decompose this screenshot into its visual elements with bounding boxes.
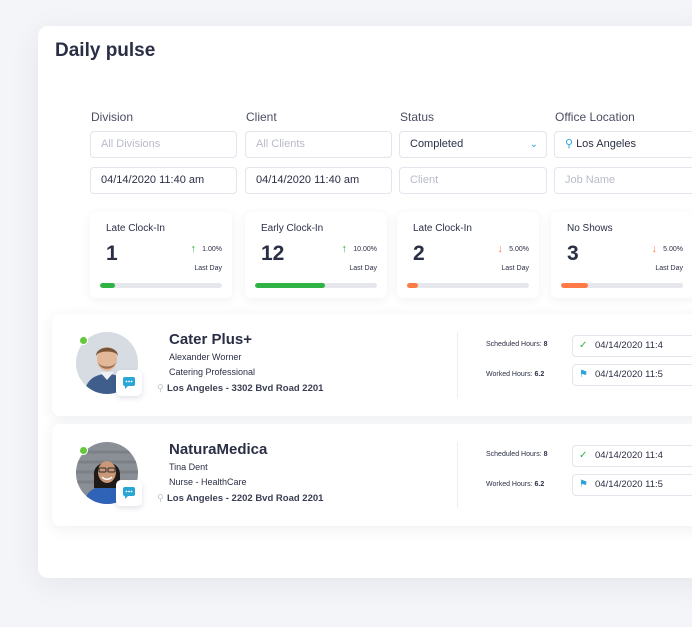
stat-percent: 10.00% <box>353 246 377 253</box>
company-name: Cater Plus+ <box>169 331 252 348</box>
stat-progress-bar <box>255 283 377 288</box>
scheduled-hours: Scheduled Hours: 8 <box>486 341 548 348</box>
chevron-down-icon: ⌄ <box>529 139 538 150</box>
arrow-down-icon: ↓ <box>651 243 658 255</box>
stat-progress-fill <box>407 283 418 288</box>
stat-card-late-clock-in-2: Late Clock-In 2 ↓ 5.00% Last Day <box>397 212 539 298</box>
location-pin-icon: ⚲ <box>157 383 164 394</box>
stat-label: Late Clock-In <box>413 223 472 234</box>
arrow-up-icon: ↑ <box>190 243 197 255</box>
stat-card-early-clock-in: Early Clock-In 12 ↑ 10.00% Last Day <box>245 212 387 298</box>
check-icon: ✓ <box>579 450 588 461</box>
stat-label: Late Clock-In <box>106 223 165 234</box>
chat-icon <box>123 487 135 499</box>
stat-progress-fill <box>255 283 325 288</box>
stat-value: 3 <box>567 242 579 265</box>
stat-label: Early Clock-In <box>261 223 324 234</box>
flag-icon: ⚑ <box>579 369 588 380</box>
scheduled-hours-label: Scheduled Hours: <box>486 451 542 458</box>
scheduled-hours: Scheduled Hours: 8 <box>486 451 548 458</box>
worked-hours-value: 6.2 <box>534 371 545 378</box>
clock-in-time[interactable]: ✓ 04/14/2020 11:4 <box>572 445 692 467</box>
worked-hours-label: Worked Hours: <box>486 371 533 378</box>
stat-card-no-shows: No Shows 3 ↓ 5.00% Last Day <box>551 212 692 298</box>
worked-hours-label: Worked Hours: <box>486 481 533 488</box>
job-name-input[interactable]: Job Name <box>554 167 692 194</box>
shift-card[interactable]: NaturaMedica Tina Dent Nurse - HealthCar… <box>52 424 692 526</box>
clock-in-time[interactable]: ✓ 04/14/2020 11:4 <box>572 335 692 357</box>
office-location-value: Los Angeles <box>576 138 636 150</box>
divider <box>457 332 458 398</box>
scheduled-hours-label: Scheduled Hours: <box>486 341 542 348</box>
client-select[interactable]: All Clients <box>245 131 392 158</box>
stat-progress-bar <box>561 283 683 288</box>
chat-button[interactable] <box>116 370 142 396</box>
worked-hours: Worked Hours: 6.2 <box>486 481 544 488</box>
worker-name: Tina Dent <box>169 462 208 472</box>
clock-out-time[interactable]: ⚑ 04/14/2020 11:5 <box>572 364 692 386</box>
stat-label: No Shows <box>567 223 613 234</box>
address: ⚲ Los Angeles - 3302 Bvd Road 2201 <box>157 383 323 394</box>
stat-value: 12 <box>261 242 285 265</box>
status-value: Completed <box>410 138 464 150</box>
clock-out-time[interactable]: ⚑ 04/14/2020 11:5 <box>572 474 692 496</box>
divider <box>457 442 458 508</box>
stat-progress-fill <box>561 283 588 288</box>
stat-value: 2 <box>413 242 425 265</box>
stat-percent: 1.00% <box>202 246 222 253</box>
office-location-select[interactable]: ⚲ Los Angeles <box>554 131 692 158</box>
worker-role: Nurse - HealthCare <box>169 477 247 487</box>
arrow-up-icon: ↑ <box>341 243 348 255</box>
worked-hours-value: 6.2 <box>534 481 545 488</box>
clock-in-time-text: 04/14/2020 11:4 <box>595 340 663 351</box>
division-select[interactable]: All Divisions <box>90 131 237 158</box>
company-name: NaturaMedica <box>169 441 268 458</box>
scheduled-hours-value: 8 <box>543 341 548 348</box>
online-status-dot <box>79 446 88 455</box>
scheduled-hours-value: 8 <box>543 451 548 458</box>
stat-progress-bar <box>100 283 222 288</box>
clock-out-time-text: 04/14/2020 11:5 <box>595 369 663 380</box>
stat-period: Last Day <box>501 265 529 272</box>
page-title: Daily pulse <box>55 40 156 61</box>
location-pin-icon: ⚲ <box>565 138 574 150</box>
worked-hours: Worked Hours: 6.2 <box>486 371 544 378</box>
online-status-dot <box>79 336 88 345</box>
clock-in-time-text: 04/14/2020 11:4 <box>595 450 663 461</box>
client-label: Client <box>246 110 277 124</box>
date-to-input[interactable]: 04/14/2020 11:40 am <box>245 167 392 194</box>
division-label: Division <box>91 110 134 124</box>
location-pin-icon: ⚲ <box>157 493 164 504</box>
status-label: Status <box>400 110 435 124</box>
flag-icon: ⚑ <box>579 479 588 490</box>
address-text: Los Angeles - 3302 Bvd Road 2201 <box>166 383 324 394</box>
chat-icon <box>123 377 135 389</box>
stat-value: 1 <box>106 242 118 265</box>
stat-progress-fill <box>100 283 115 288</box>
stat-progress-bar <box>407 283 529 288</box>
chat-button[interactable] <box>116 480 142 506</box>
stat-percent: 5.00% <box>509 246 529 253</box>
address: ⚲ Los Angeles - 2202 Bvd Road 2201 <box>157 493 323 504</box>
office-location-label: Office Location <box>555 110 635 124</box>
stat-period: Last Day <box>194 265 222 272</box>
stat-period: Last Day <box>349 265 377 272</box>
arrow-down-icon: ↓ <box>497 243 504 255</box>
stat-card-late-clock-in: Late Clock-In 1 ↑ 1.00% Last Day <box>90 212 232 298</box>
stat-percent: 5.00% <box>663 246 683 253</box>
status-select[interactable]: Completed ⌄ <box>399 131 547 158</box>
clock-out-time-text: 04/14/2020 11:5 <box>595 479 663 490</box>
date-from-input[interactable]: 04/14/2020 11:40 am <box>90 167 237 194</box>
check-icon: ✓ <box>579 340 588 351</box>
worker-role: Catering Professional <box>169 367 256 377</box>
client-input[interactable]: Client <box>399 167 547 194</box>
stat-period: Last Day <box>655 265 683 272</box>
shift-card[interactable]: Cater Plus+ Alexander Worner Catering Pr… <box>52 314 692 416</box>
worker-name: Alexander Worner <box>169 352 242 362</box>
address-text: Los Angeles - 2202 Bvd Road 2201 <box>166 493 324 504</box>
